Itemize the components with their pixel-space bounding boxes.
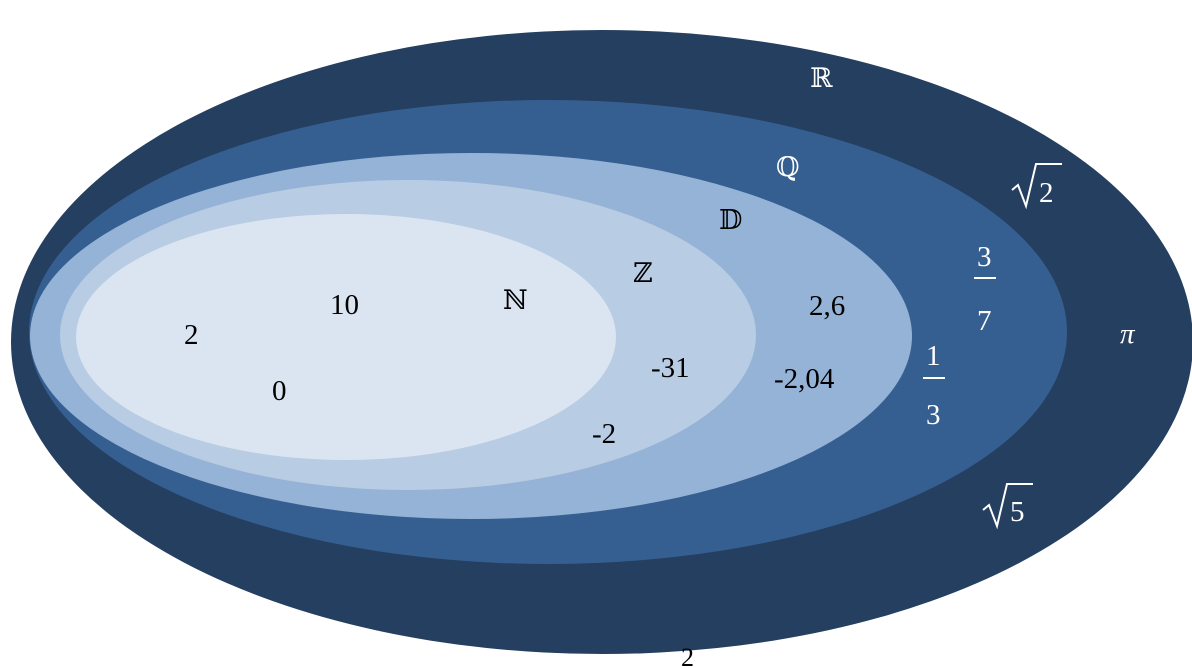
fraction-denominator: 7: [977, 305, 992, 337]
set-N-region: [76, 214, 616, 460]
integer-value: -2: [592, 418, 616, 450]
set-R-label: ℝ: [810, 63, 833, 94]
pi-symbol: π: [1120, 318, 1136, 350]
set-N-label: ℕ: [503, 285, 528, 316]
set-D-label: 𝔻: [719, 205, 742, 236]
natural-value: 2: [184, 319, 199, 351]
decimal-value: -2,04: [774, 363, 835, 395]
fraction-numerator: 3: [977, 241, 992, 273]
sqrt-radicand: 2: [1039, 177, 1054, 209]
integer-value: -31: [651, 352, 690, 384]
fraction-denominator: 3: [926, 399, 941, 431]
natural-value: 0: [272, 375, 287, 407]
page-number: 2: [681, 643, 694, 668]
set-Z-label: ℤ: [633, 258, 653, 289]
fraction-numerator: 1: [926, 340, 941, 372]
decimal-value: 2,6: [809, 290, 845, 322]
sqrt-symbol: [982, 483, 1033, 530]
natural-value: 10: [330, 289, 359, 321]
sqrt-radicand: 5: [1010, 496, 1025, 528]
set-Q-label: ℚ: [776, 152, 800, 183]
sqrt-symbol: [1011, 163, 1062, 210]
